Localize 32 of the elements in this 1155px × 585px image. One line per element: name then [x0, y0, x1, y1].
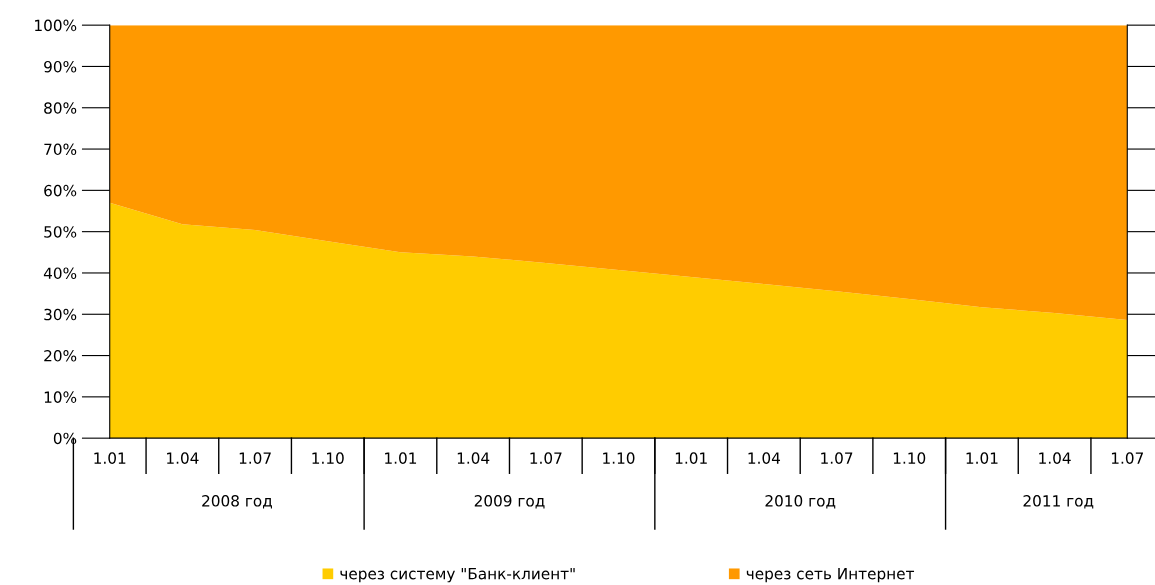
- x-tick-label: 1.07: [239, 452, 271, 464]
- y-tick-label: 40%: [43, 267, 77, 279]
- x-tick-label: 1.01: [385, 452, 417, 464]
- y-tick-label: 90%: [44, 60, 77, 73]
- x-tick-label: 1.04: [1039, 452, 1071, 464]
- y-tick-label: 50%: [44, 226, 77, 238]
- x-tick-label: 1.01: [94, 452, 126, 464]
- y-tick-label: 0%: [53, 432, 77, 445]
- x-tick-label: 1.04: [457, 452, 490, 464]
- x-tick-label: 1.07: [821, 452, 853, 464]
- x-tick-label: 1.04: [748, 452, 781, 464]
- x-tick-label: 1.07: [530, 452, 562, 464]
- y-tick-label: 20%: [44, 350, 77, 362]
- text: 2010 год: [765, 495, 836, 509]
- y-tick-label: 80%: [44, 102, 77, 114]
- text: 2009 год: [474, 495, 545, 509]
- x-tick-label: 1.10: [603, 452, 635, 464]
- x-tick-label: 1.10: [893, 452, 926, 464]
- text: 2011 год: [1023, 495, 1094, 509]
- legend-label: через сеть Интернет: [746, 568, 915, 583]
- text: 2008 год: [202, 495, 272, 509]
- x-tick-label: 1.01: [966, 452, 998, 464]
- y-tick-label: 60%: [44, 184, 77, 197]
- y-tick-label: 100%: [35, 19, 77, 32]
- y-tick-label: 70%: [44, 143, 77, 156]
- x-tick-label: 1.10: [312, 452, 344, 464]
- x-tick-label: 1.07: [1111, 452, 1143, 464]
- x-tick-label: 1.01: [675, 452, 707, 464]
- legend-label: через систему "Банк-клиент": [340, 568, 575, 583]
- y-tick-label: 30%: [44, 308, 77, 321]
- y-tick-label: 10%: [44, 391, 77, 403]
- x-tick-label: 1.04: [167, 452, 199, 464]
